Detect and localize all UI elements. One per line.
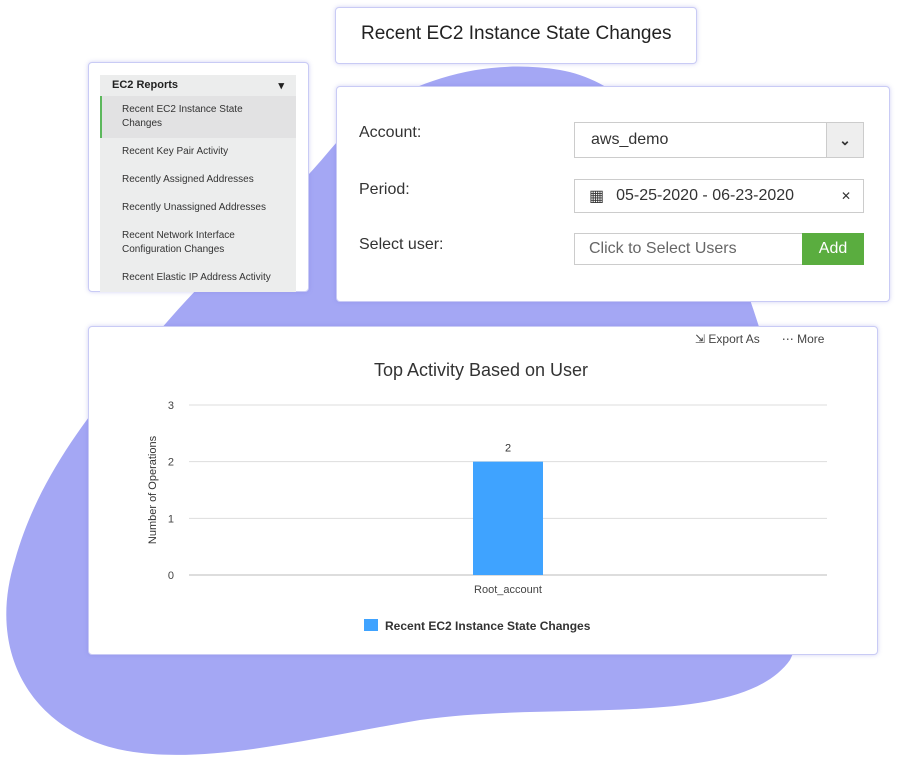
caret-down-icon: ▾ (278, 80, 284, 92)
calendar-icon: ▦ (589, 188, 605, 205)
bar (473, 461, 543, 575)
menu-item[interactable]: Recent Network Interface Configuration C… (122, 230, 235, 255)
chart-card: ⇲ Export As ⋯ More Top Activity Based on… (88, 326, 878, 655)
menu-item[interactable]: Recently Assigned Addresses (122, 174, 254, 185)
user-label: Select user: (359, 236, 444, 253)
more-label: More (797, 332, 825, 346)
period-field[interactable]: ▦ 05-25-2020 - 06-23-2020 ✕ (574, 179, 864, 213)
report-menu: EC2 Reports ▾ Recent EC2 Instance State C… (100, 75, 296, 292)
title-card: Recent EC2 Instance State Changes (335, 7, 697, 64)
y-tick-label: 1 (168, 513, 174, 525)
user-input[interactable]: Click to Select Users (574, 233, 803, 265)
more-icon: ⋯ (781, 332, 794, 346)
menu-item[interactable]: Recent Elastic IP Address Activity (122, 272, 271, 283)
export-label: Export As (708, 332, 760, 346)
export-button[interactable]: ⇲ Export As (695, 332, 760, 346)
period-value: 05-25-2020 - 06-23-2020 (616, 187, 795, 204)
data-label: 2 (505, 443, 511, 455)
export-icon: ⇲ (695, 332, 706, 346)
page-title: Recent EC2 Instance State Changes (361, 23, 672, 44)
sidebar-card: EC2 Reports ▾ Recent EC2 Instance State C… (88, 62, 309, 292)
bar-chart: Top Activity Based on User 0 1 2 3 Number of … (147, 360, 827, 633)
menu-header-label: EC2 Reports (112, 79, 179, 91)
y-tick-label: 3 (168, 400, 174, 412)
y-axis-label: Number of Operations (147, 435, 159, 544)
chart-title: Top Activity Based on User (374, 360, 588, 380)
legend-label: Recent EC2 Instance State Changes (385, 619, 591, 633)
y-tick-label: 2 (168, 457, 174, 469)
x-tick-label: Root_account (474, 584, 542, 596)
chevron-down-icon: ⌄ (826, 123, 863, 157)
menu-item[interactable]: Recent Key Pair Activity (122, 146, 229, 157)
add-button[interactable]: Add (802, 233, 864, 265)
period-label: Period: (359, 181, 410, 198)
menu-header[interactable]: EC2 Reports ▾ (100, 75, 296, 96)
clear-icon[interactable]: ✕ (840, 189, 851, 203)
account-value: aws_demo (591, 131, 669, 148)
account-label: Account: (359, 124, 422, 141)
y-tick-label: 0 (168, 570, 174, 582)
menu-item[interactable]: Recent EC2 Instance State Changes (100, 96, 296, 138)
menu-item[interactable]: Recently Unassigned Addresses (122, 202, 266, 213)
filter-card: Account: aws_demo ⌄ Period: ▦ 05-25-2020… (336, 86, 890, 302)
more-button[interactable]: ⋯ More (782, 332, 825, 346)
account-select[interactable]: aws_demo ⌄ (574, 122, 864, 158)
legend-swatch (364, 619, 378, 631)
